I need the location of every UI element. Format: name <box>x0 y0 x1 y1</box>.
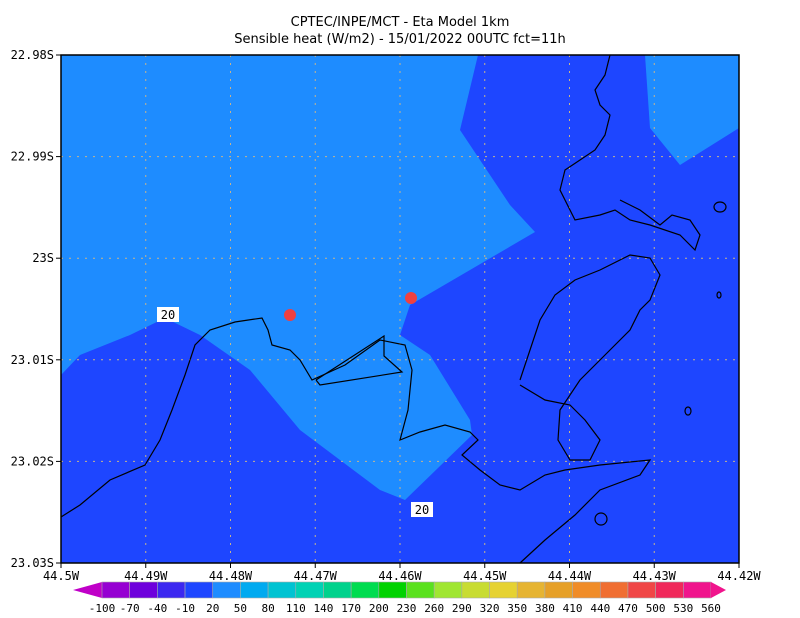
colorbar-box <box>184 581 214 599</box>
colorbar-label: 80 <box>261 602 274 615</box>
colorbar-box <box>461 581 490 599</box>
lon-tick-label: 44.5W <box>43 569 80 583</box>
north-island-coastline <box>559 54 701 252</box>
colorbar-box <box>655 581 684 599</box>
colorbar-label: 260 <box>424 602 444 615</box>
colorbar-label: 350 <box>507 602 527 615</box>
colorbar-box <box>240 581 269 599</box>
colorbar-label: 470 <box>618 602 638 615</box>
colorbar-box <box>157 581 186 599</box>
colorbar-box <box>516 581 546 599</box>
colorbar-label: 290 <box>452 602 472 615</box>
colorbar-left-triangle <box>73 582 102 598</box>
colorbar-box <box>378 581 407 599</box>
colorbar-box <box>572 581 601 599</box>
colorbar-right-triangle <box>711 582 726 598</box>
colorbar-label: -40 <box>147 602 167 615</box>
colorbar-label: 20 <box>206 602 219 615</box>
lon-tick-label: 44.43W <box>633 569 677 583</box>
colorbar-box <box>101 581 130 599</box>
colorbar-label: 500 <box>646 602 666 615</box>
colorbar-label: 110 <box>286 602 306 615</box>
colorbar-label: -10 <box>175 602 195 615</box>
contour-label-box <box>157 307 179 322</box>
colorbar-label: 440 <box>590 602 610 615</box>
light-band-region-west <box>61 55 535 500</box>
lon-tick-label: 44.46W <box>378 569 422 583</box>
colorbar-box <box>406 581 435 599</box>
colorbar-label: 530 <box>673 602 693 615</box>
lon-tick-label: 44.49W <box>124 569 168 583</box>
colorbar-box <box>212 581 241 599</box>
colorbar-label: 410 <box>563 602 583 615</box>
title-line-1: CPTEC/INPE/MCT - Eta Model 1km <box>291 15 510 30</box>
islet-east-1 <box>713 201 727 213</box>
colorbar-label: 200 <box>369 602 389 615</box>
lon-tick-label: 44.48W <box>209 569 253 583</box>
axis-ticks: 44.5W 44.49W 44.48W 44.47W 44.46W 44.45W 44.44… <box>11 48 762 583</box>
colorbar-label: 320 <box>480 602 500 615</box>
light-band-region-northeast <box>645 55 739 165</box>
coastlines <box>60 54 727 564</box>
location-marker <box>284 309 296 321</box>
islet-east-2 <box>684 406 692 416</box>
colorbar-box <box>544 581 573 599</box>
contour-label-box <box>411 502 433 517</box>
colorbar-box <box>267 581 297 599</box>
colorbar-label: 140 <box>314 602 334 615</box>
lon-tick-label: 44.44W <box>548 569 592 583</box>
colorbar-box <box>295 581 324 599</box>
pier-outline <box>315 334 404 386</box>
lat-tick-label: 23.02S <box>11 454 54 468</box>
colorbar-label: 560 <box>701 602 721 615</box>
islet-east-3 <box>716 291 722 299</box>
colorbar-box <box>683 581 712 599</box>
location-marker <box>405 292 417 304</box>
title-line-2: Sensible heat (W/m2) - 15/01/2022 00UTC … <box>234 32 566 47</box>
contour-label: 20 <box>161 308 175 322</box>
colorbar-label: 170 <box>341 602 361 615</box>
colorbar-box <box>433 581 463 599</box>
mainland-coastline <box>60 317 652 564</box>
contour-label: 20 <box>415 503 429 517</box>
lon-tick-label: 44.47W <box>294 569 338 583</box>
colorbar: -100 -70 -40 -10 20 50 80 110 140 170 200 230 260 290… <box>73 581 726 615</box>
grid-lines <box>61 55 739 563</box>
lat-tick-label: 22.99S <box>11 150 54 164</box>
ilha-grande-coastline <box>519 254 661 461</box>
lon-tick-label: 44.42W <box>717 569 761 583</box>
colorbar-label: -70 <box>120 602 140 615</box>
lat-tick-label: 23.01S <box>11 353 54 367</box>
colorbar-box <box>489 581 518 599</box>
colorbar-box <box>599 581 629 599</box>
lat-tick-label: 23.03S <box>11 556 54 570</box>
colorbar-box <box>350 581 380 599</box>
colorbar-label: 50 <box>234 602 247 615</box>
map-panel: 20 20 44.5W 44.49W 44.48W 44.47W 44.46W 44.45… <box>11 48 762 583</box>
lat-tick-label: 23S <box>32 251 54 265</box>
colorbar-label: -100 <box>89 602 116 615</box>
lat-tick-label: 22.98S <box>11 48 54 62</box>
islet-south <box>594 512 608 526</box>
colorbar-label: 380 <box>535 602 555 615</box>
colorbar-box <box>129 581 158 599</box>
colorbar-label: 230 <box>397 602 417 615</box>
colorbar-box <box>627 581 656 599</box>
lon-tick-label: 44.45W <box>463 569 507 583</box>
colorbar-box <box>323 581 352 599</box>
